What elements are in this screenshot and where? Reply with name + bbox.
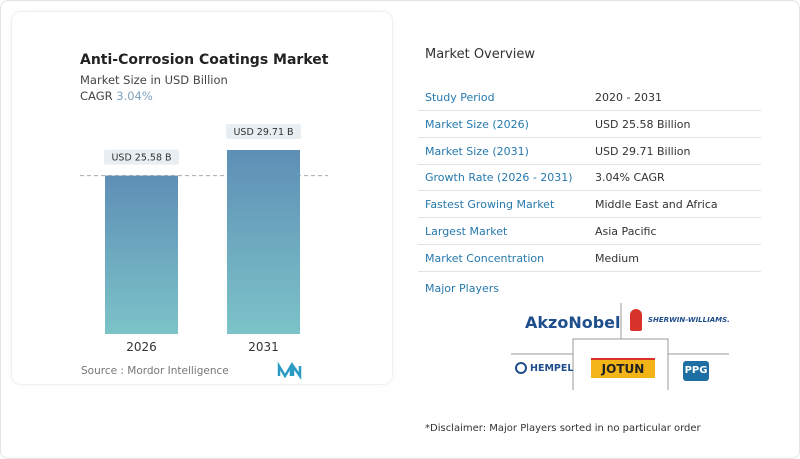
disclaimer: *Disclaimer: Major Players sorted in no … bbox=[425, 423, 701, 434]
row-value: Asia Pacific bbox=[595, 225, 657, 238]
row-label: Market Concentration bbox=[425, 251, 545, 265]
data-label: USD 25.58 B bbox=[111, 153, 171, 164]
overview-row: Largest Market Asia Pacific bbox=[418, 218, 761, 245]
overview-row: Market Size (2026) USD 25.58 Billion bbox=[418, 111, 761, 138]
hempel-logo: HEMPEL bbox=[530, 363, 574, 374]
bar-chart: USD 25.58 B 2026 USD 29.71 B 2031 bbox=[80, 124, 328, 354]
hempel-ring-icon bbox=[515, 362, 527, 374]
overview-row: Study Period 2020 - 2031 bbox=[418, 84, 761, 111]
row-value: USD 25.58 Billion bbox=[595, 117, 691, 131]
source-text: Source : Mordor Intelligence bbox=[81, 365, 229, 377]
row-label: Largest Market bbox=[425, 225, 508, 238]
x-tick-label: 2031 bbox=[248, 340, 279, 354]
data-label-bg bbox=[104, 149, 179, 165]
chart-card bbox=[11, 11, 393, 385]
jotun-logo: JOTUN bbox=[591, 358, 655, 378]
bar-2026 bbox=[105, 175, 178, 334]
cagr-value: 3.04% bbox=[116, 89, 153, 103]
overview-row: Market Size (2031) USD 29.71 Billion bbox=[418, 138, 761, 165]
major-players-label: Major Players bbox=[425, 282, 499, 295]
row-label: Market Size (2031) bbox=[425, 144, 529, 158]
row-value: 2020 - 2031 bbox=[595, 91, 662, 104]
row-label: Study Period bbox=[425, 91, 495, 104]
akzonobel-logo: AkzoNobel bbox=[525, 313, 621, 332]
sherwin-williams-logo: SHERWIN-WILLIAMS. bbox=[648, 316, 730, 324]
row-value: Middle East and Africa bbox=[595, 198, 718, 212]
chart-title: Anti-Corrosion Coatings Market bbox=[80, 52, 329, 68]
x-tick-label: 2026 bbox=[126, 340, 157, 354]
row-value: Medium bbox=[595, 251, 639, 265]
cagr: CAGR 3.04% bbox=[80, 89, 153, 103]
sherwin-williams-globe-icon bbox=[630, 309, 642, 331]
ppg-logo: PPG bbox=[683, 361, 709, 381]
cagr-label: CAGR bbox=[80, 89, 113, 103]
bar-2031 bbox=[227, 150, 300, 334]
overview-title: Market Overview bbox=[425, 47, 536, 62]
row-label: Growth Rate (2026 - 2031) bbox=[425, 171, 573, 185]
overview-row: Market Concentration Medium bbox=[418, 245, 761, 272]
overview-row: Growth Rate (2026 - 2031) 3.04% CAGR bbox=[418, 164, 761, 192]
chart-subtitle: Market Size in USD Billion bbox=[80, 73, 228, 87]
data-label-bg bbox=[226, 124, 301, 139]
row-label: Market Size (2026) bbox=[425, 117, 529, 131]
row-value: 3.04% CAGR bbox=[595, 171, 665, 185]
row-value: USD 29.71 Billion bbox=[595, 144, 691, 158]
row-label: Fastest Growing Market bbox=[425, 198, 555, 212]
overview-row: Fastest Growing Market Middle East and Af… bbox=[418, 191, 761, 219]
data-label: USD 29.71 B bbox=[233, 127, 293, 138]
